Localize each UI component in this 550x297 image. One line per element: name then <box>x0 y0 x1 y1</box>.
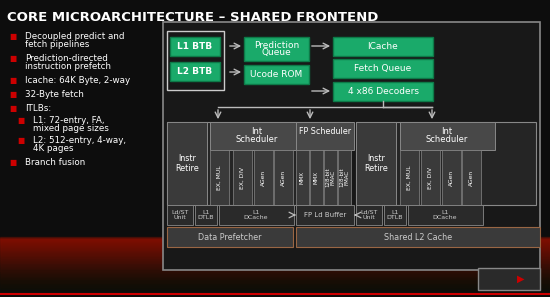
Text: AGen: AGen <box>261 169 266 186</box>
Text: ■: ■ <box>9 54 16 63</box>
Bar <box>274 150 293 205</box>
Bar <box>338 150 351 205</box>
Bar <box>478 268 540 290</box>
Text: Scheduler: Scheduler <box>426 135 468 145</box>
Text: AGen: AGen <box>281 169 286 186</box>
Text: fetch pipelines: fetch pipelines <box>25 40 89 49</box>
Text: AMD: AMD <box>483 273 514 285</box>
Bar <box>462 150 481 205</box>
Text: L1
DCache: L1 DCache <box>433 210 457 220</box>
Bar <box>356 122 396 205</box>
Bar <box>384 205 406 225</box>
Text: ■: ■ <box>9 76 16 85</box>
Bar <box>408 205 483 225</box>
Text: EX, DIV: EX, DIV <box>428 166 433 189</box>
Text: Prediction-directed: Prediction-directed <box>25 54 108 63</box>
Text: L1: 72-entry, FA,: L1: 72-entry, FA, <box>33 116 104 125</box>
Text: 32-Byte fetch: 32-Byte fetch <box>25 90 84 99</box>
Text: AGen: AGen <box>469 169 474 186</box>
Bar <box>333 37 433 56</box>
Text: instruction prefetch: instruction prefetch <box>25 62 111 71</box>
Text: Fetch Queue: Fetch Queue <box>354 64 411 73</box>
Text: ■: ■ <box>9 158 16 167</box>
Bar <box>167 205 193 225</box>
Text: AGen: AGen <box>449 169 454 186</box>
Text: ■: ■ <box>9 32 16 41</box>
Bar <box>296 205 354 225</box>
Text: Queue: Queue <box>262 48 292 58</box>
Text: Icache: 64K Byte, 2-way: Icache: 64K Byte, 2-way <box>25 76 130 85</box>
Text: Ucode ROM: Ucode ROM <box>250 70 302 79</box>
Text: L1
DTLB: L1 DTLB <box>198 210 214 220</box>
Text: EX, DIV: EX, DIV <box>240 166 245 189</box>
Text: Scheduler: Scheduler <box>236 135 278 145</box>
Text: Ld/ST
Unit: Ld/ST Unit <box>360 210 378 220</box>
Text: ITLBs:: ITLBs: <box>25 104 51 113</box>
Text: ■: ■ <box>17 136 24 145</box>
Bar <box>296 227 540 247</box>
Text: mixed page sizes: mixed page sizes <box>33 124 109 133</box>
Bar <box>167 31 224 90</box>
Bar <box>421 150 440 205</box>
Text: MMX: MMX <box>314 171 319 184</box>
Bar <box>210 122 305 150</box>
Text: Instr
Retire: Instr Retire <box>364 154 388 173</box>
Bar <box>254 150 273 205</box>
Text: Int: Int <box>442 127 453 137</box>
Text: Shared L2 Cache: Shared L2 Cache <box>384 233 452 241</box>
Text: FP Scheduler: FP Scheduler <box>299 127 351 137</box>
Bar <box>167 122 350 205</box>
Bar <box>167 122 207 205</box>
Text: ■: ■ <box>9 90 16 99</box>
Text: CORE MICROARCHITECTURE – SHARED FRONTEND: CORE MICROARCHITECTURE – SHARED FRONTEND <box>7 11 378 24</box>
Bar <box>310 150 323 205</box>
Bar <box>296 150 309 205</box>
Text: L1
DCache: L1 DCache <box>244 210 268 220</box>
Text: Ld/ST
Unit: Ld/ST Unit <box>171 210 189 220</box>
Bar <box>210 150 229 205</box>
Bar <box>167 227 293 247</box>
Bar <box>219 205 294 225</box>
Text: L1 BTB: L1 BTB <box>178 42 212 51</box>
Text: Int: Int <box>251 127 262 137</box>
Text: 128-bit
FMAC: 128-bit FMAC <box>339 168 350 187</box>
Bar <box>296 122 354 150</box>
Text: L2: 512-entry, 4-way,: L2: 512-entry, 4-way, <box>33 136 126 145</box>
Bar <box>163 22 540 270</box>
Text: L2 BTB: L2 BTB <box>178 67 212 76</box>
Text: FP Ld Buffer: FP Ld Buffer <box>304 212 346 218</box>
Bar <box>442 150 461 205</box>
Bar <box>356 205 382 225</box>
Text: 4K pages: 4K pages <box>33 144 74 153</box>
Text: MMX: MMX <box>300 171 305 184</box>
Bar <box>356 122 536 205</box>
Bar <box>244 37 309 61</box>
Bar <box>233 150 252 205</box>
Bar <box>324 150 337 205</box>
Bar <box>333 59 433 78</box>
Text: ▶: ▶ <box>517 274 525 284</box>
Bar <box>400 150 419 205</box>
Bar <box>333 82 433 101</box>
Text: ■: ■ <box>9 104 16 113</box>
Text: Instr
Retire: Instr Retire <box>175 154 199 173</box>
Text: 128-bit
FMAC: 128-bit FMAC <box>325 168 336 187</box>
Text: EX, MUL: EX, MUL <box>217 165 222 190</box>
Text: L1
DTLB: L1 DTLB <box>387 210 403 220</box>
Text: Data Prefetcher: Data Prefetcher <box>198 233 262 241</box>
Text: EX, MUL: EX, MUL <box>407 165 412 190</box>
Bar <box>170 62 220 81</box>
Text: Prediction: Prediction <box>254 40 299 50</box>
Bar <box>400 122 495 150</box>
Text: ICache: ICache <box>367 42 398 51</box>
Text: 4 x86 Decoders: 4 x86 Decoders <box>348 87 419 96</box>
Bar <box>195 205 217 225</box>
Text: ■: ■ <box>17 116 24 125</box>
Bar <box>170 37 220 56</box>
Bar <box>244 65 309 84</box>
Text: Branch fusion: Branch fusion <box>25 158 85 167</box>
Text: Decoupled predict and: Decoupled predict and <box>25 32 124 41</box>
